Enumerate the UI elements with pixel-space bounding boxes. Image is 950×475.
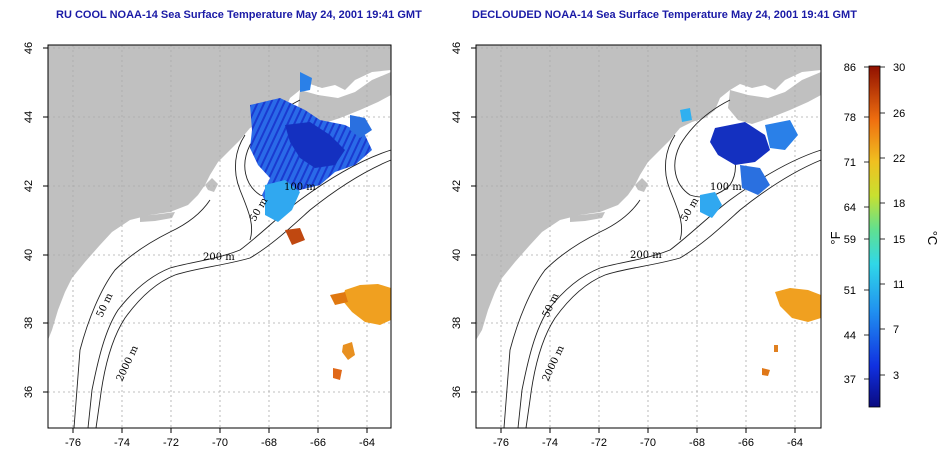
right-lat-tick: 36 xyxy=(451,386,463,398)
colorbar-f-tick: 51 xyxy=(844,285,856,297)
right-lon-tick: -66 xyxy=(738,437,754,449)
left-lat-labels: 46 44 42 40 38 36 xyxy=(23,42,35,398)
right-lon-tick: -72 xyxy=(591,437,607,449)
colorbar-f-tick: 37 xyxy=(844,374,856,386)
colorbar-f-tick: 71 xyxy=(844,157,856,169)
colorbar-f-tick: 86 xyxy=(844,62,856,74)
colorbar-fahrenheit-labels: 86 78 71 64 59 51 44 37 xyxy=(844,62,856,386)
left-lat-tick: 46 xyxy=(23,42,35,54)
left-lon-tick: -70 xyxy=(212,437,228,449)
left-grid xyxy=(48,45,391,428)
left-lon-tick: -72 xyxy=(163,437,179,449)
left-panel-title: RU COOL NOAA-14 Sea Surface Temperature … xyxy=(56,9,422,21)
left-contour-label-100m: 100 m xyxy=(284,182,316,193)
left-lon-tick: -66 xyxy=(310,437,326,449)
right-long-island xyxy=(570,212,605,222)
colorbar-celsius-labels: 30 26 22 18 15 11 7 3 xyxy=(893,62,905,382)
right-sst-cold xyxy=(680,108,798,218)
left-sst-cold xyxy=(250,72,372,222)
right-lat-tick: 38 xyxy=(451,317,463,329)
colorbar-c-tick: 26 xyxy=(893,108,905,120)
right-contour-label-200m: 200 m xyxy=(630,250,662,261)
temperature-colorbar: 86 78 71 64 59 51 44 37 30 26 22 18 15 1… xyxy=(828,62,940,408)
right-cape-cod xyxy=(635,178,648,192)
colorbar-c-tick: 11 xyxy=(893,279,904,291)
left-ticks xyxy=(43,47,368,433)
colorbar-f-tick: 64 xyxy=(844,202,856,214)
colorbar-ticks xyxy=(864,66,885,380)
left-lat-tick: 38 xyxy=(23,317,35,329)
right-lon-tick: -76 xyxy=(493,437,509,449)
colorbar-celsius-unit: °C xyxy=(925,231,940,246)
colorbar-c-tick: 18 xyxy=(893,198,905,210)
colorbar-gradient xyxy=(868,65,881,408)
left-contours xyxy=(73,99,392,429)
left-lat-tick: 40 xyxy=(23,249,35,261)
right-lon-labels: -76 -74 -72 -70 -68 -66 -64 xyxy=(493,437,803,449)
left-nova-scotia xyxy=(298,72,391,124)
left-cape-cod xyxy=(205,178,218,192)
right-lat-tick: 40 xyxy=(451,249,463,261)
right-lat-tick: 44 xyxy=(451,111,463,123)
left-lon-tick: -76 xyxy=(65,437,81,449)
right-panel-title: DECLOUDED NOAA-14 Sea Surface Temperatur… xyxy=(472,9,857,21)
left-lat-tick: 36 xyxy=(23,386,35,398)
right-lon-tick: -64 xyxy=(787,437,803,449)
left-long-island xyxy=(140,212,175,222)
colorbar-c-tick: 30 xyxy=(893,62,905,74)
right-lon-tick: -74 xyxy=(542,437,558,449)
right-lat-tick: 46 xyxy=(451,42,463,54)
colorbar-c-tick: 22 xyxy=(893,153,905,165)
left-lon-tick: -74 xyxy=(114,437,130,449)
left-lat-tick: 42 xyxy=(23,180,35,192)
colorbar-fahrenheit-unit: °F xyxy=(828,231,843,244)
left-land xyxy=(48,45,391,340)
colorbar-c-tick: 7 xyxy=(893,324,899,336)
right-lat-labels: 46 44 42 40 38 36 xyxy=(451,42,463,398)
left-sst-warm xyxy=(285,228,391,380)
left-map-panel: 100 m 50 m 200 m 50 m 2000 m -76 -74 -72… xyxy=(23,42,392,449)
right-sst-warm xyxy=(762,288,821,376)
right-grid xyxy=(476,45,821,428)
left-lon-tick: -68 xyxy=(261,437,277,449)
colorbar-c-tick: 3 xyxy=(893,370,899,382)
colorbar-f-tick: 59 xyxy=(844,234,856,246)
colorbar-f-tick: 78 xyxy=(844,112,856,124)
right-nova-scotia xyxy=(728,72,821,124)
right-lat-tick: 42 xyxy=(451,180,463,192)
right-land xyxy=(476,45,821,340)
left-lon-labels: -76 -74 -72 -70 -68 -66 -64 xyxy=(65,437,375,449)
left-lat-tick: 44 xyxy=(23,111,35,123)
right-map-panel: 100 m 50 m 200 m 50 m 2000 m -76 -74 -72… xyxy=(451,42,822,449)
colorbar-c-tick: 15 xyxy=(893,234,905,246)
right-ticks xyxy=(471,47,796,433)
left-lon-tick: -64 xyxy=(359,437,375,449)
right-lon-tick: -68 xyxy=(689,437,705,449)
right-contour-label-100m: 100 m xyxy=(710,182,742,193)
colorbar-f-tick: 44 xyxy=(844,330,856,342)
right-lon-tick: -70 xyxy=(640,437,656,449)
left-contour-label-200m: 200 m xyxy=(203,252,235,263)
